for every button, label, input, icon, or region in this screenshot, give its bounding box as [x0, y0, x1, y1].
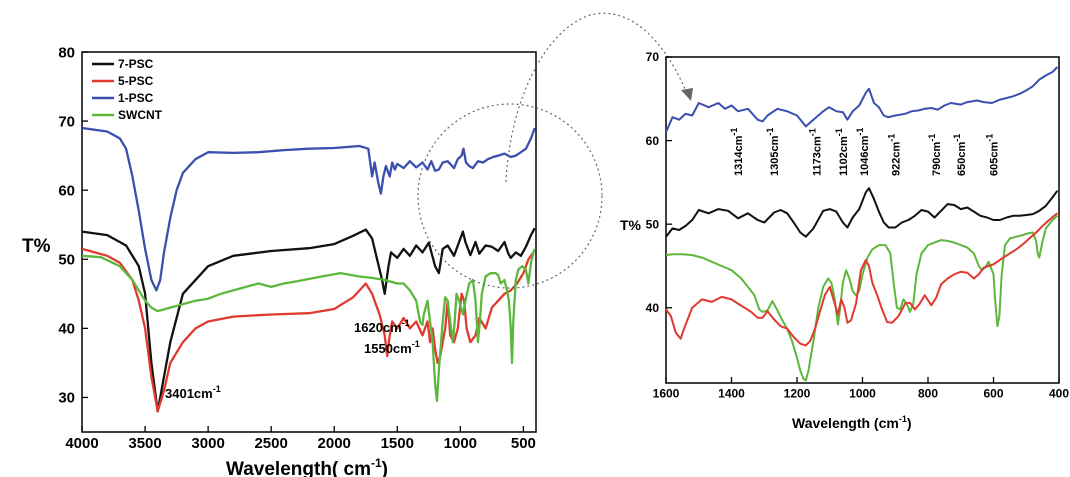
- right-annotation-value: 790cm: [931, 142, 943, 176]
- right-x-axis-label: Wavelength (cm-1): [792, 414, 912, 431]
- right-annotation-unit-sup: -1: [808, 128, 818, 136]
- right-annotation-1102: 1102cm-1: [834, 128, 850, 176]
- right-xtick-label-1600: 1600: [653, 387, 680, 401]
- left-x-axis-label-sup: -1: [371, 456, 382, 470]
- right-ytick-label-70: 70: [646, 50, 660, 64]
- right-x-axis-label-sup: -1: [899, 414, 907, 424]
- legend-label-swcnt: SWCNT: [118, 108, 163, 122]
- right-xtick-label-800: 800: [918, 387, 938, 401]
- right-y-axis-label: T%: [620, 217, 642, 233]
- left-series-1-psc: [81, 126, 536, 292]
- right-annotation-unit-sup: -1: [765, 128, 775, 136]
- left-series-7-psc: [81, 227, 536, 413]
- left-xtick-label-3000: 3000: [191, 435, 224, 452]
- left-x-axis-label-end: ): [382, 459, 388, 477]
- right-ytick-label-50: 50: [646, 217, 660, 231]
- right-annotation-unit-sup: -1: [729, 128, 739, 136]
- left-ticks-group: 4000 3500 3000 2500 2000 1500 1000 500 30 40 50 60 7…: [58, 44, 536, 452]
- left-ytick-label-30: 30: [58, 390, 75, 407]
- left-x-axis-label: Wavelength( cm-1): [226, 456, 388, 477]
- right-xtick-label-1000: 1000: [849, 387, 876, 401]
- right-series-7-psc: [665, 187, 1059, 238]
- right-xtick-label-1200: 1200: [784, 387, 811, 401]
- zoom-guide-circle: [417, 103, 603, 289]
- left-xtick-label-2000: 2000: [318, 435, 351, 452]
- right-series-swcnt: [665, 215, 1059, 382]
- right-ytick-label-40: 40: [646, 301, 660, 315]
- right-x-axis-label-main: Wavelength (cm: [792, 415, 899, 431]
- left-plot-frame: [81, 51, 537, 433]
- right-annotation-value: 922cm: [890, 142, 902, 176]
- right-annotation-value: 605cm: [989, 142, 1001, 176]
- left-series-5-psc: [81, 247, 535, 413]
- left-chart: 4000 3500 3000 2500 2000 1500 1000 500 30 40 50 60 7…: [22, 12, 693, 477]
- right-ytick-label-60: 60: [646, 134, 660, 148]
- right-ticks-group: 1600 1400 1200 1000 800 600 400 40 50 60 70: [646, 50, 1070, 400]
- left-series-swcnt: [81, 248, 536, 403]
- left-ytick-label-80: 80: [58, 44, 75, 61]
- left-ytick-label-60: 60: [58, 182, 75, 199]
- left-xtick-label-500: 500: [511, 435, 536, 452]
- annotation-3401: 3401cm-1: [165, 384, 221, 401]
- right-series-5-psc: [665, 212, 1059, 347]
- zoom-guide-arrowhead: [681, 88, 693, 101]
- right-xtick-label-400: 400: [1049, 387, 1069, 401]
- left-xtick-label-3500: 3500: [128, 435, 161, 452]
- left-xtick-label-1500: 1500: [381, 435, 414, 452]
- annotation-1550: 1550cm-1: [364, 339, 420, 356]
- right-annotation-unit-sup: -1: [834, 128, 844, 136]
- left-x-axis-label-main: Wavelength( cm: [226, 459, 371, 477]
- left-xtick-label-4000: 4000: [65, 435, 98, 452]
- right-annotation-unit-sup: -1: [886, 134, 896, 142]
- right-annotation-unit-sup: -1: [952, 134, 962, 142]
- right-annotations-group: 1314cm-11305cm-11173cm-11102cm-11046cm-1…: [729, 128, 1000, 176]
- right-series-group: [665, 66, 1059, 382]
- right-annotation-1305: 1305cm-1: [765, 128, 781, 176]
- right-annotation-605: 605cm-1: [985, 134, 1001, 176]
- right-annotation-790: 790cm-1: [927, 134, 943, 176]
- left-xtick-label-2500: 2500: [254, 435, 287, 452]
- right-annotation-1314: 1314cm-1: [729, 128, 745, 176]
- left-ytick-label-40: 40: [58, 321, 75, 338]
- right-annotation-unit-sup: -1: [855, 128, 865, 136]
- right-annotation-value: 1314cm: [733, 135, 745, 176]
- right-annotation-922: 922cm-1: [886, 134, 902, 176]
- left-ytick-label-70: 70: [58, 113, 75, 130]
- right-annotation-unit-sup: -1: [985, 134, 995, 142]
- right-annotation-value: 1102cm: [838, 136, 850, 176]
- left-ytick-label-50: 50: [58, 252, 75, 269]
- right-chart: 1600 1400 1200 1000 800 600 400 40 50 60 70 T% Wav…: [620, 50, 1069, 431]
- zoom-guide-arc: [505, 12, 689, 183]
- left-xtick-label-1000: 1000: [444, 435, 477, 452]
- right-annotation-1173: 1173cm-1: [808, 128, 824, 176]
- right-annotation-unit-sup: -1: [927, 134, 937, 142]
- legend-label-1-psc: 1-PSC: [118, 91, 154, 105]
- legend-label-5-psc: 5-PSC: [118, 74, 154, 88]
- right-x-axis-label-end: ): [907, 415, 912, 431]
- right-annotation-value: 1305cm: [769, 135, 781, 176]
- right-annotation-1046: 1046cm-1: [855, 128, 871, 176]
- right-annotation-value: 1046cm: [859, 135, 871, 176]
- right-annotation-value: 650cm: [956, 142, 968, 176]
- left-series-group: [81, 126, 536, 413]
- legend-label-7-psc: 7-PSC: [118, 57, 154, 71]
- right-series-1-psc: [665, 66, 1059, 133]
- right-xtick-label-1400: 1400: [718, 387, 745, 401]
- left-y-axis-label: T%: [22, 236, 51, 257]
- annotation-1620: 1620cm-1: [354, 318, 410, 335]
- right-annotation-650: 650cm-1: [952, 134, 968, 176]
- right-annotation-value: 1173cm: [812, 136, 824, 176]
- left-legend: 7-PSC 5-PSC 1-PSC SWCNT: [92, 57, 163, 122]
- right-xtick-label-600: 600: [983, 387, 1003, 401]
